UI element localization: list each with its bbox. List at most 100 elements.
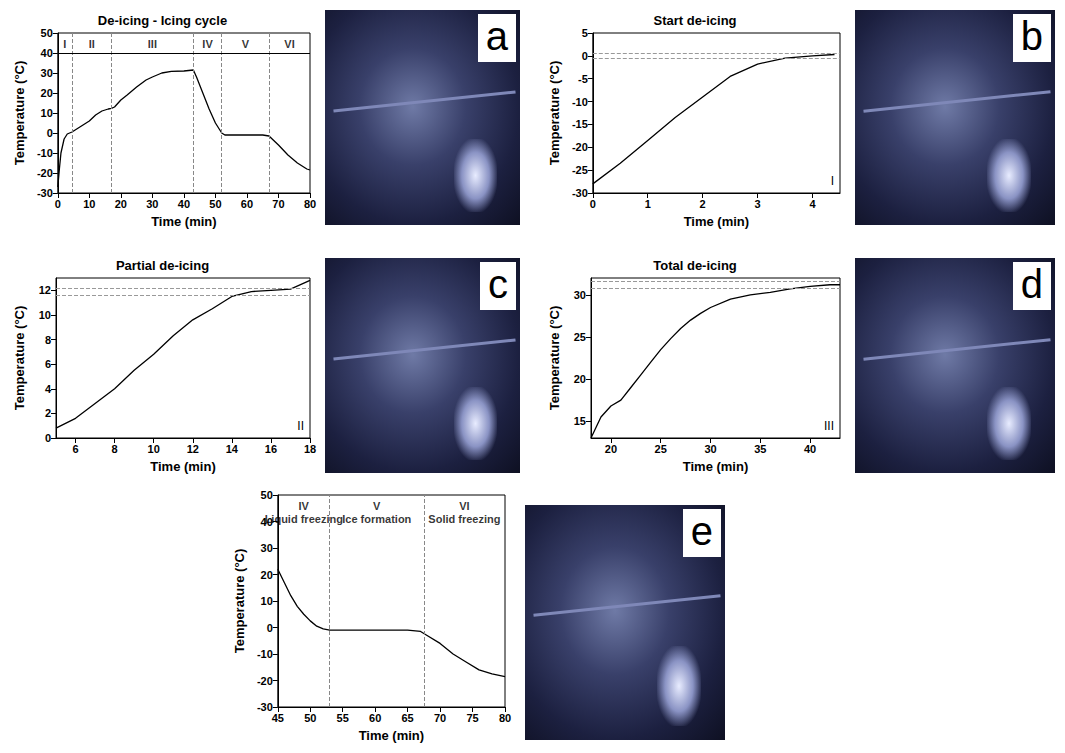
svg-text:2: 2 (45, 407, 51, 419)
svg-text:16: 16 (265, 443, 277, 455)
svg-text:Time (min): Time (min) (359, 728, 425, 743)
svg-text:6: 6 (72, 443, 78, 455)
svg-text:60: 60 (369, 712, 381, 724)
svg-text:Liquid freezing: Liquid freezing (265, 513, 343, 525)
svg-text:40: 40 (804, 443, 816, 455)
svg-text:14: 14 (226, 443, 239, 455)
svg-text:75: 75 (466, 712, 478, 724)
svg-text:Time (min): Time (min) (151, 214, 217, 229)
svg-text:30: 30 (41, 67, 53, 79)
svg-text:Time (min): Time (min) (684, 214, 750, 229)
svg-text:-20: -20 (37, 167, 53, 179)
svg-text:Solid freezing: Solid freezing (428, 513, 500, 525)
svg-text:70: 70 (434, 712, 446, 724)
svg-text:I: I (63, 38, 66, 50)
svg-text:20: 20 (115, 198, 127, 210)
svg-text:80: 80 (499, 712, 511, 724)
svg-text:3: 3 (755, 198, 761, 210)
svg-text:-25: -25 (572, 164, 588, 176)
svg-text:Time (min): Time (min) (150, 459, 216, 474)
svg-text:5: 5 (582, 27, 588, 39)
svg-text:18: 18 (304, 443, 316, 455)
svg-text:-30: -30 (257, 701, 273, 713)
svg-text:Total de-icing: Total de-icing (653, 258, 737, 273)
svg-text:2: 2 (700, 198, 706, 210)
svg-text:20: 20 (605, 443, 617, 455)
svg-text:1: 1 (645, 198, 651, 210)
svg-text:Start de-icing: Start de-icing (653, 13, 736, 28)
svg-text:II: II (297, 419, 304, 433)
svg-text:0: 0 (582, 50, 588, 62)
svg-text:8: 8 (45, 334, 51, 346)
svg-text:60: 60 (241, 198, 253, 210)
svg-text:50: 50 (261, 489, 273, 501)
svg-text:De-icing - Icing cycle: De-icing - Icing cycle (98, 13, 227, 28)
svg-text:0: 0 (590, 198, 596, 210)
svg-text:10: 10 (261, 595, 273, 607)
svg-text:35: 35 (754, 443, 766, 455)
svg-text:12: 12 (187, 443, 199, 455)
svg-text:0: 0 (267, 622, 273, 634)
svg-text:50: 50 (304, 712, 316, 724)
svg-text:10: 10 (39, 309, 51, 321)
svg-text:0: 0 (47, 127, 53, 139)
svg-text:80: 80 (304, 198, 316, 210)
svg-text:15: 15 (574, 415, 586, 427)
svg-text:III: III (824, 419, 834, 433)
svg-text:-20: -20 (257, 675, 273, 687)
svg-text:II: II (89, 38, 95, 50)
svg-text:50: 50 (209, 198, 221, 210)
svg-text:25: 25 (655, 443, 667, 455)
svg-text:25: 25 (574, 331, 586, 343)
svg-text:6: 6 (45, 358, 51, 370)
svg-text:8: 8 (112, 443, 118, 455)
svg-text:IV: IV (299, 500, 310, 512)
svg-text:10: 10 (83, 198, 95, 210)
svg-text:-10: -10 (37, 147, 53, 159)
svg-text:50: 50 (41, 27, 53, 39)
svg-text:40: 40 (41, 47, 53, 59)
svg-text:-10: -10 (257, 648, 273, 660)
svg-text:-10: -10 (572, 96, 588, 108)
html-text:a: a (485, 14, 508, 58)
svg-text:VI: VI (459, 500, 469, 512)
svg-text:55: 55 (337, 712, 349, 724)
svg-text:20: 20 (574, 373, 586, 385)
svg-text:Temperature (°C): Temperature (°C) (547, 306, 562, 411)
svg-text:65: 65 (402, 712, 414, 724)
svg-text:12: 12 (39, 284, 51, 296)
svg-text:V: V (242, 38, 250, 50)
svg-text:-15: -15 (572, 118, 588, 130)
svg-text:Ice formation: Ice formation (342, 513, 411, 525)
svg-text:45: 45 (272, 712, 284, 724)
svg-text:-30: -30 (37, 187, 53, 199)
svg-text:20: 20 (261, 569, 273, 581)
svg-text:0: 0 (45, 432, 51, 444)
svg-text:Time (min): Time (min) (683, 459, 749, 474)
svg-text:30: 30 (574, 289, 586, 301)
svg-text:-5: -5 (578, 73, 588, 85)
svg-text:IV: IV (202, 38, 213, 50)
svg-text:4: 4 (809, 198, 816, 210)
svg-text:Temperature (°C): Temperature (°C) (547, 61, 562, 166)
svg-text:-30: -30 (572, 187, 588, 199)
svg-text:I: I (831, 174, 834, 188)
svg-text:0: 0 (55, 198, 61, 210)
svg-text:-20: -20 (572, 141, 588, 153)
svg-text:Temperature (°C): Temperature (°C) (12, 306, 27, 411)
svg-text:Partial de-icing: Partial de-icing (116, 258, 209, 273)
svg-text:30: 30 (704, 443, 716, 455)
svg-text:30: 30 (261, 542, 273, 554)
svg-text:10: 10 (41, 107, 53, 119)
svg-text:III: III (148, 38, 157, 50)
svg-text:30: 30 (146, 198, 158, 210)
svg-text:VI: VI (284, 38, 294, 50)
svg-text:V: V (373, 500, 381, 512)
svg-text:Temperature (°C): Temperature (°C) (12, 61, 27, 166)
svg-text:20: 20 (41, 87, 53, 99)
svg-text:40: 40 (178, 198, 190, 210)
svg-text:10: 10 (148, 443, 160, 455)
svg-text:Temperature (°C): Temperature (°C) (232, 549, 247, 654)
svg-text:4: 4 (45, 383, 52, 395)
svg-text:70: 70 (272, 198, 284, 210)
